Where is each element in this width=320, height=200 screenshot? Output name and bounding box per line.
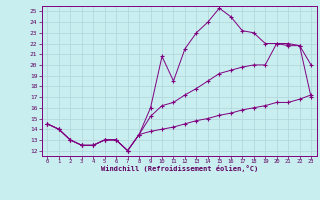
X-axis label: Windchill (Refroidissement éolien,°C): Windchill (Refroidissement éolien,°C) (100, 165, 258, 172)
